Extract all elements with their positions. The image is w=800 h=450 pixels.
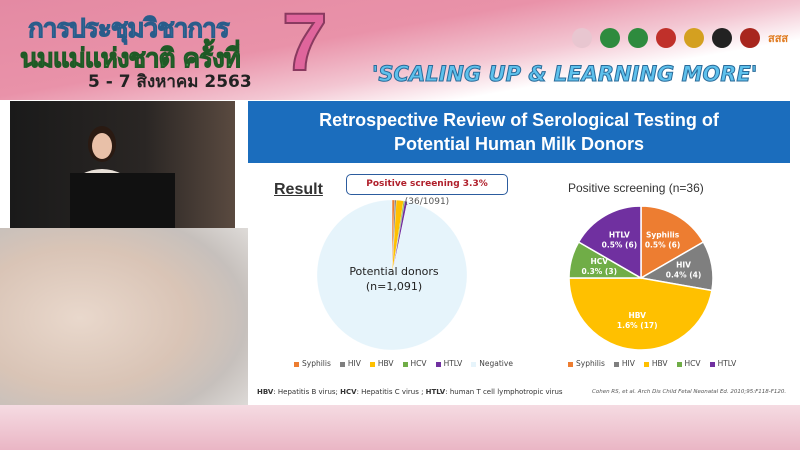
legend-item: Negative [471, 359, 513, 368]
legend-item: HIV [339, 359, 361, 368]
slice-label: 0.4% (4) [666, 270, 702, 279]
pie-slice-htlv [577, 205, 642, 280]
positive-callout: Positive screening 3.3% (36/1091) [346, 174, 508, 207]
event-tagline: 'SCALING UP & LEARNING MORE' [371, 62, 758, 87]
legend-item: HTLV [435, 359, 462, 368]
background-photo [0, 228, 248, 428]
legend-item: Syphilis [294, 359, 331, 368]
sponsor-logo [656, 28, 676, 48]
event-number: 7 [281, 0, 329, 88]
citation: Cohen RS, et al. Arch Dis Child Fetal Ne… [592, 389, 787, 395]
speaker-video [10, 101, 235, 228]
bottom-strip [0, 405, 800, 450]
slice-label: HIV [676, 260, 691, 269]
sponsor-logo [572, 28, 592, 48]
donor-label-1: Potential donors [349, 265, 439, 278]
presentation-slide: Retrospective Review of Serological Test… [248, 101, 790, 405]
sponsor-logo [600, 28, 620, 48]
sponsor-logos: สสส [572, 28, 788, 48]
sponsor-logo [712, 28, 732, 48]
slice-label: Syphilis [646, 231, 680, 240]
slice-label: HBV [628, 311, 646, 320]
positive-legend: Syphilis HIV HBV HCV HTLV [568, 359, 736, 368]
legend-item: HIV [613, 359, 635, 368]
abbreviation-footnote: HBV: Hepatitis B virus; HCV: Hepatitis C… [257, 388, 563, 396]
sponsor-logo [628, 28, 648, 48]
legend-item: HTLV [709, 359, 736, 368]
sponsor-logo-sss: สสส [768, 32, 789, 45]
slide-title-line1: Retrospective Review of Serological Test… [319, 110, 719, 130]
donors-legend: Syphilis HIV HBV HCV HTLV Negative [294, 359, 513, 368]
callout-count: (36/1091) [404, 197, 450, 207]
result-heading: Result [274, 181, 323, 198]
sponsor-logo [684, 28, 704, 48]
slice-label: 1.6% (17) [617, 321, 658, 330]
slide-header: Retrospective Review of Serological Test… [248, 101, 790, 163]
legend-item: HCV [402, 359, 427, 368]
pie-slice-syphilis [640, 205, 705, 280]
podium [70, 173, 175, 228]
slice-label: 0.3% (3) [582, 267, 618, 276]
legend-item: HCV [676, 359, 701, 368]
donor-label-2: (n=1,091) [365, 280, 423, 293]
pie-slice-negative [316, 199, 468, 351]
legend-item: Syphilis [568, 359, 605, 368]
slice-label: 0.5% (6) [645, 241, 681, 250]
sponsor-logo [740, 28, 760, 48]
slice-label: 0.5% (6) [602, 241, 638, 250]
slice-label: HTLV [609, 231, 630, 240]
slide-title-line2: Potential Human Milk Donors [393, 134, 645, 154]
event-title-line2: นมแม่แห่งชาติ ครั้งที่ [20, 44, 242, 75]
pie-slice-hbv [568, 277, 713, 351]
legend-item: HBV [643, 359, 668, 368]
callout-bold: Positive screening 3.3% [366, 179, 488, 189]
positive-pie-title: Positive screening (n=36) [568, 181, 704, 195]
slice-label: HCV [590, 257, 608, 266]
legend-item: HBV [369, 359, 394, 368]
donor-label: Potential donors (n=1,091) [344, 264, 444, 294]
event-banner: การประชุมวิชาการ นมแม่แห่งชาติ ครั้งที่ … [0, 0, 800, 100]
event-date: 5 - 7 สิงหาคม 2563 [88, 72, 252, 92]
event-title-line1: การประชุมวิชาการ [28, 14, 231, 45]
